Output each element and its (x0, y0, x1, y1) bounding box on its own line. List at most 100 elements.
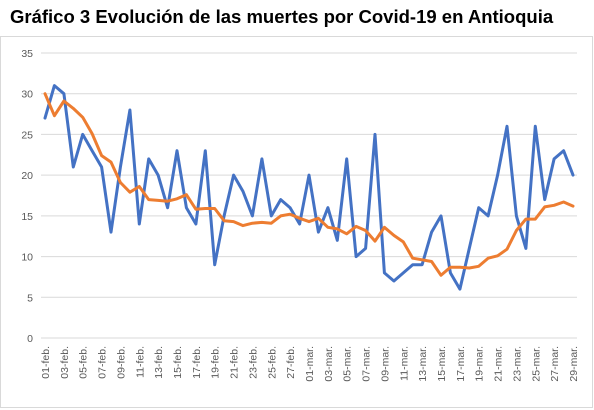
data-point-s1-29 (317, 231, 320, 234)
data-point-s1-50 (515, 214, 518, 217)
data-point-s1-10 (138, 223, 141, 226)
x-tick-label: 17-feb. (191, 346, 203, 379)
data-point-s2-30 (326, 226, 329, 229)
data-point-s1-49 (506, 125, 509, 128)
data-point-s1-39 (411, 263, 414, 266)
data-point-s2-19 (223, 219, 226, 222)
x-tick-label: 25-feb. (266, 346, 278, 379)
x-tick-label: 27-feb. (285, 346, 297, 379)
page-title: Gráfico 3 Evolución de las muertes por C… (10, 6, 554, 27)
data-point-s1-22 (251, 214, 254, 217)
data-point-s1-32 (345, 157, 348, 160)
data-point-s2-53 (543, 205, 546, 208)
data-point-s1-6 (100, 166, 103, 169)
x-tick-label: 07-mar. (361, 346, 373, 382)
data-point-s2-0 (44, 92, 47, 95)
data-point-s2-10 (138, 185, 141, 188)
x-tick-label: 15-feb. (172, 346, 184, 379)
data-point-s2-16 (194, 208, 197, 211)
data-point-s1-26 (289, 206, 292, 209)
data-point-s1-2 (62, 92, 65, 95)
data-point-s2-34 (364, 229, 367, 232)
data-point-s1-47 (487, 214, 490, 217)
data-point-s2-28 (308, 220, 311, 223)
data-point-s1-14 (176, 149, 179, 152)
data-point-s2-35 (374, 240, 377, 243)
data-point-s2-8 (119, 181, 122, 184)
data-point-s1-36 (383, 271, 386, 274)
data-point-s2-33 (355, 225, 358, 228)
data-point-s1-42 (440, 214, 443, 217)
data-point-s1-20 (232, 174, 235, 177)
data-point-s2-44 (458, 266, 461, 269)
data-point-s2-25 (279, 214, 282, 217)
data-point-s2-48 (496, 254, 499, 257)
data-point-s2-52 (534, 218, 537, 221)
data-point-s1-12 (157, 174, 160, 177)
data-point-s1-48 (496, 174, 499, 177)
data-point-s1-11 (147, 157, 150, 160)
data-point-s1-33 (355, 255, 358, 258)
data-point-s2-50 (515, 229, 518, 232)
data-point-s2-47 (487, 257, 490, 260)
data-point-s1-24 (270, 214, 273, 217)
data-point-s2-49 (506, 248, 509, 251)
data-point-s2-24 (270, 222, 273, 225)
data-point-s1-52 (534, 125, 537, 128)
data-point-s1-5 (91, 149, 94, 152)
data-point-s2-9 (128, 191, 131, 194)
x-tick-label: 23-mar. (511, 346, 523, 382)
x-tick-label: 05-mar. (342, 346, 354, 382)
data-point-s1-8 (119, 166, 122, 169)
data-point-s1-13 (166, 206, 169, 209)
y-tick-label: 5 (27, 292, 33, 304)
x-tick-label: 09-mar. (379, 346, 391, 382)
data-point-s2-36 (383, 226, 386, 229)
data-point-s2-45 (468, 266, 471, 269)
data-point-s1-51 (524, 247, 527, 250)
data-point-s1-15 (185, 206, 188, 209)
data-point-s1-16 (194, 223, 197, 226)
data-point-s2-43 (449, 266, 452, 269)
data-point-s1-18 (213, 263, 216, 266)
data-point-s1-37 (392, 280, 395, 283)
data-point-s1-56 (572, 174, 575, 177)
data-point-s1-0 (44, 117, 47, 120)
y-tick-label: 35 (21, 48, 33, 60)
data-point-s1-25 (279, 198, 282, 201)
x-tick-label: 19-mar. (474, 346, 486, 382)
x-tick-label: 25-mar. (530, 346, 542, 382)
data-point-s1-23 (260, 157, 263, 160)
data-point-s2-2 (62, 100, 65, 103)
x-tick-label: 29-mar. (568, 346, 580, 382)
data-point-s2-22 (251, 222, 254, 225)
data-point-s1-54 (553, 157, 556, 160)
data-point-s2-21 (242, 224, 245, 227)
data-point-s2-27 (298, 217, 301, 220)
x-tick-label: 21-feb. (229, 346, 241, 379)
x-tick-label: 11-mar. (398, 346, 410, 381)
x-tick-label: 27-mar. (549, 346, 561, 382)
data-point-s1-3 (72, 166, 75, 169)
data-point-s1-53 (543, 198, 546, 201)
data-point-s1-40 (421, 263, 424, 266)
data-point-s1-27 (298, 223, 301, 226)
data-point-s2-38 (402, 240, 405, 243)
x-tick-label: 01-feb. (40, 346, 52, 379)
data-point-s1-21 (242, 190, 245, 193)
series-line-2 (43, 92, 575, 277)
data-point-s1-17 (204, 149, 207, 152)
data-point-s2-3 (72, 107, 75, 110)
data-point-s1-35 (374, 133, 377, 136)
data-point-s2-14 (176, 197, 179, 200)
x-tick-label: 03-feb. (59, 346, 71, 379)
x-tick-label: 15-mar. (436, 346, 448, 382)
y-tick-label: 30 (21, 89, 33, 101)
x-tick-label: 09-feb. (115, 346, 127, 379)
data-point-s1-43 (449, 271, 452, 274)
data-point-s2-4 (81, 116, 84, 119)
data-point-s1-45 (468, 247, 471, 250)
x-tick-label: 21-mar. (493, 346, 505, 382)
x-tick-label: 19-feb. (210, 346, 222, 379)
data-point-s2-29 (317, 217, 320, 220)
